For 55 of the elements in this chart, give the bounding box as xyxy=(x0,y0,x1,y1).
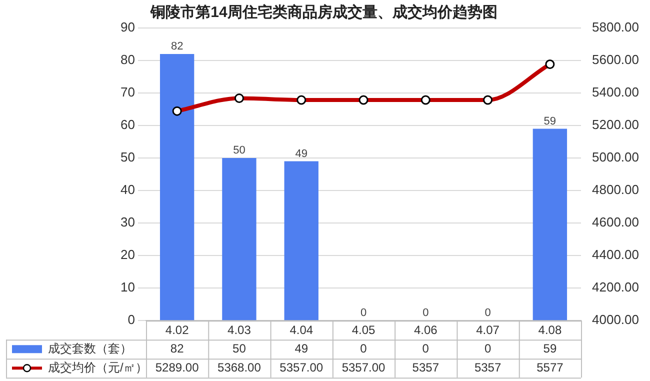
y2-tick-label: 5600.00 xyxy=(592,52,640,68)
data-label: 5357.00 xyxy=(280,360,324,374)
x-tick-label: 4.07 xyxy=(476,323,500,338)
text: 0 xyxy=(422,307,429,320)
text: 0 xyxy=(484,307,491,320)
x-tick-label: 4.08 xyxy=(538,323,562,338)
bar xyxy=(532,128,568,320)
text: 82 xyxy=(170,40,184,53)
y2-tick-label: 4200.00 xyxy=(592,280,640,295)
bar xyxy=(222,158,256,320)
bar xyxy=(284,161,318,320)
data-label: 5357.00 xyxy=(342,360,386,374)
data-label: 0 xyxy=(484,341,492,356)
bar xyxy=(160,54,194,320)
text: 0 xyxy=(360,307,367,320)
x-tick-label: 4.02 xyxy=(165,323,190,338)
x-tick-label: 4.03 xyxy=(228,323,252,338)
y-tick-label: 10 xyxy=(120,280,135,295)
y-tick-label: 90 xyxy=(120,20,135,35)
x-tick-label: 4.06 xyxy=(414,323,438,338)
y-tick-label: 70 xyxy=(120,84,135,100)
y2-tick-label: 4800.00 xyxy=(592,182,640,198)
text: 50 xyxy=(233,144,246,157)
legend-label: 成交套数（套） xyxy=(48,341,132,356)
y-tick-label: 40 xyxy=(120,182,135,198)
data-label: 0 xyxy=(422,341,430,356)
y-tick-label: 50 xyxy=(120,150,135,165)
y-tick-label: 20 xyxy=(120,247,135,262)
data-label: 5577 xyxy=(536,360,564,374)
x-tick-label: 4.04 xyxy=(290,323,314,338)
data-label: 5357 xyxy=(474,360,502,374)
data-label: 49 xyxy=(294,341,308,356)
data-label: 5357 xyxy=(412,360,440,374)
y-tick-label: 0 xyxy=(128,312,135,328)
data-label: 82 xyxy=(170,341,184,356)
y2-tick-label: 5200.00 xyxy=(592,117,640,132)
data-label: 50 xyxy=(232,341,246,356)
legend-label: 成交均价（元/㎡） xyxy=(48,360,148,374)
x-tick-label: 4.05 xyxy=(352,323,376,338)
y-tick-label: 30 xyxy=(120,214,135,230)
y2-tick-label: 5000.00 xyxy=(592,150,640,165)
data-label: 5289.00 xyxy=(155,360,200,374)
y2-tick-label: 5400.00 xyxy=(592,84,640,100)
text: 59 xyxy=(544,115,556,128)
y-tick-label: 80 xyxy=(120,52,135,68)
y2-tick-label: 5800.00 xyxy=(592,20,640,35)
y2-tick-label: 4600.00 xyxy=(592,214,640,230)
y2-tick-label: 4400.00 xyxy=(592,247,640,262)
y-tick-label: 60 xyxy=(120,117,135,132)
text: 49 xyxy=(295,148,308,160)
data-label: 59 xyxy=(543,341,557,356)
y2-tick-label: 4000.00 xyxy=(592,312,640,328)
data-label: 0 xyxy=(360,341,368,356)
chart-title: 铜陵市第14周住宅类商品房成交量、成交均价趋势图 xyxy=(150,3,498,22)
data-label: 5368.00 xyxy=(218,360,262,374)
